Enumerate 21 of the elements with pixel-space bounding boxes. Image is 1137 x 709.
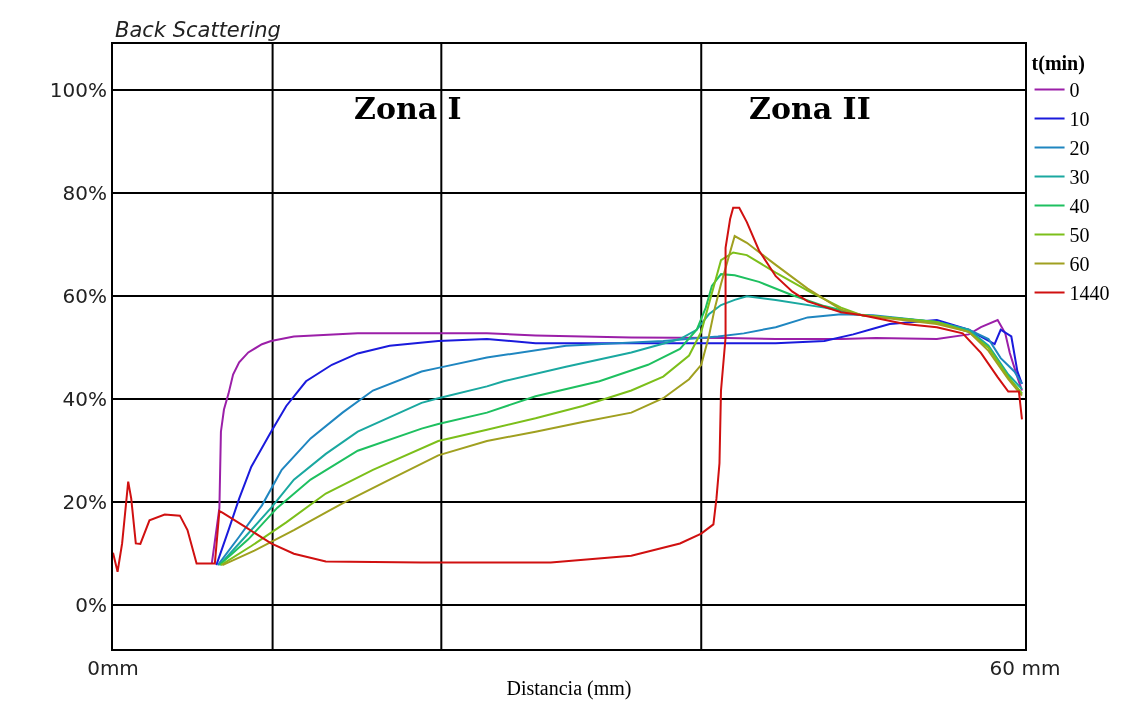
legend-label: 1440: [1069, 282, 1110, 305]
y-tick-label: 40%: [62, 387, 107, 412]
y-tick-label: 100%: [49, 78, 107, 103]
x-tick-label: 0mm: [87, 656, 139, 680]
annotation: Zona II: [749, 91, 871, 126]
legend-label: 60: [1069, 253, 1090, 276]
y-axis-title: Back Scattering: [115, 18, 281, 42]
y-tick-label: 80%: [62, 181, 107, 206]
x-tick-label: 60 mm: [989, 656, 1061, 680]
y-tick-label: 60%: [62, 284, 107, 309]
legend-label: 30: [1069, 166, 1090, 189]
legend-label: 10: [1069, 108, 1090, 131]
legend-title: t(min): [1031, 52, 1085, 75]
y-tick-label: 0%: [75, 593, 107, 618]
legend-label: 20: [1069, 137, 1090, 160]
legend-label: 50: [1069, 224, 1090, 247]
annotation: Zona I: [354, 91, 462, 126]
x-axis-title: Distancia (mm): [506, 677, 632, 700]
legend-label: 40: [1069, 195, 1090, 218]
legend-label: 0: [1069, 79, 1080, 102]
y-tick-label: 20%: [62, 490, 107, 515]
